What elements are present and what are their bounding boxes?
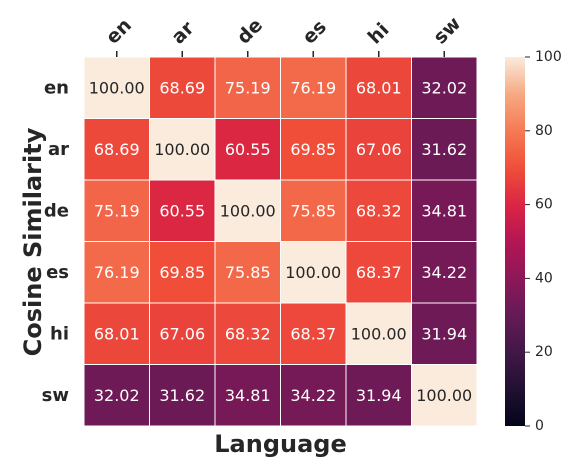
colorbar-tick-label-20: 20 xyxy=(535,344,553,360)
x-tick-label-hi: hi xyxy=(364,19,394,49)
cell-value-ar-de: 60.55 xyxy=(225,140,271,159)
cell-value-sw-sw: 100.00 xyxy=(416,386,472,405)
cell-value-de-en: 75.19 xyxy=(94,201,140,220)
cell-value-de-ar: 60.55 xyxy=(159,201,205,220)
cell-value-sw-en: 32.02 xyxy=(94,386,140,405)
cell-value-es-en: 76.19 xyxy=(94,263,140,282)
cell-value-en-hi: 68.01 xyxy=(356,78,402,97)
cell-value-hi-hi: 100.00 xyxy=(351,324,407,343)
heatmap-cell-es-es xyxy=(280,241,347,304)
cell-value-ar-es: 69.85 xyxy=(290,140,336,159)
cell-value-de-hi: 68.32 xyxy=(356,201,402,220)
heatmap-cell-hi-hi xyxy=(345,302,412,365)
heatmap-cell-es-sw xyxy=(411,241,478,304)
heatmap-cell-de-hi xyxy=(345,179,412,242)
y-axis-label: Cosine Similarity xyxy=(19,127,47,356)
colorbar: 0 20 40 60 80 100 xyxy=(505,49,562,434)
colorbar-tick-label-100: 100 xyxy=(535,49,562,65)
heatmap-cell-sw-sw xyxy=(411,364,478,427)
x-tick-labels: en ar de es hi sw xyxy=(102,13,465,57)
y-tick-label-sw: sw xyxy=(42,385,69,406)
cell-value-sw-hi: 31.94 xyxy=(356,386,402,405)
heatmap-cell-hi-es xyxy=(280,302,347,365)
heatmap-cell-en-en xyxy=(83,56,150,119)
x-tick-label-de: de xyxy=(233,14,267,48)
heatmap-cell-es-ar xyxy=(149,241,216,304)
cell-value-ar-sw: 31.62 xyxy=(421,140,467,159)
cell-value-hi-es: 68.37 xyxy=(290,324,336,343)
heatmap-cell-ar-es xyxy=(280,118,347,181)
heatmap-cell-hi-en xyxy=(83,302,150,365)
colorbar-tick-label-40: 40 xyxy=(535,270,553,286)
cell-value-hi-en: 68.01 xyxy=(94,324,140,343)
heatmap-cell-sw-hi xyxy=(345,364,412,427)
y-tick-labels: en ar de es hi sw xyxy=(42,77,69,406)
heatmap-cell-ar-ar xyxy=(149,118,216,181)
heatmap-cell-en-sw xyxy=(411,56,478,119)
heatmap-cell-en-es xyxy=(280,56,347,119)
cell-value-es-es: 100.00 xyxy=(285,263,341,282)
colorbar-tick-label-60: 60 xyxy=(535,197,553,213)
cell-value-de-es: 75.85 xyxy=(290,201,336,220)
heatmap-cell-de-sw xyxy=(411,179,478,242)
heatmap-cell-labels: 100.00 68.69 75.19 76.19 68.01 32.02 68.69 100.… xyxy=(89,78,472,405)
x-axis-label: Language xyxy=(214,430,347,458)
heatmap-cell-ar-sw xyxy=(411,118,478,181)
heatmap-cell-es-de xyxy=(214,241,281,304)
heatmap-cell-es-hi xyxy=(345,241,412,304)
heatmap-cell-hi-de xyxy=(214,302,281,365)
heatmap-cell-sw-es xyxy=(280,364,347,427)
y-tick-label-de: de xyxy=(44,200,69,221)
x-tick-label-sw: sw xyxy=(429,13,465,49)
cell-value-sw-ar: 31.62 xyxy=(159,386,205,405)
cell-value-ar-en: 68.69 xyxy=(94,140,140,159)
x-tick-label-en: en xyxy=(102,14,136,48)
cell-value-ar-hi: 67.06 xyxy=(356,140,402,159)
colorbar-gradient xyxy=(505,57,525,426)
cell-value-sw-de: 34.81 xyxy=(225,386,271,405)
y-tick-label-en: en xyxy=(44,77,69,98)
y-tick-label-ar: ar xyxy=(48,139,69,160)
heatmap-cell-hi-sw xyxy=(411,302,478,365)
cell-value-es-ar: 69.85 xyxy=(159,263,205,282)
cell-value-de-de: 100.00 xyxy=(220,201,276,220)
cell-value-es-hi: 68.37 xyxy=(356,263,402,282)
heatmap-cell-sw-en xyxy=(83,364,150,427)
heatmap-cell-en-ar xyxy=(149,56,216,119)
cell-value-de-sw: 34.81 xyxy=(421,201,467,220)
cell-value-hi-de: 68.32 xyxy=(225,324,271,343)
cell-value-en-es: 76.19 xyxy=(290,78,336,97)
colorbar-ticks: 0 20 40 60 80 100 xyxy=(525,49,562,434)
y-tick-label-hi: hi xyxy=(50,323,69,344)
cell-value-es-sw: 34.22 xyxy=(421,263,467,282)
heatmap-cell-de-ar xyxy=(149,179,216,242)
cell-value-en-ar: 68.69 xyxy=(159,78,205,97)
heatmap-cells xyxy=(83,56,478,427)
cell-value-en-de: 75.19 xyxy=(225,78,271,97)
cell-value-es-de: 75.85 xyxy=(225,263,271,282)
cell-value-ar-ar: 100.00 xyxy=(154,140,210,159)
y-tick-label-es: es xyxy=(46,262,69,283)
heatmap-cell-es-en xyxy=(83,241,150,304)
x-tick-label-es: es xyxy=(298,16,331,49)
cell-value-en-sw: 32.02 xyxy=(421,78,467,97)
cell-value-sw-es: 34.22 xyxy=(290,386,336,405)
cell-value-en-en: 100.00 xyxy=(89,78,145,97)
cell-value-hi-sw: 31.94 xyxy=(421,324,467,343)
x-tick-label-ar: ar xyxy=(167,17,199,49)
heatmap-cell-de-es xyxy=(280,179,347,242)
colorbar-tick-label-0: 0 xyxy=(535,418,544,434)
colorbar-tick-label-80: 80 xyxy=(535,123,553,139)
cell-value-hi-ar: 67.06 xyxy=(159,324,205,343)
